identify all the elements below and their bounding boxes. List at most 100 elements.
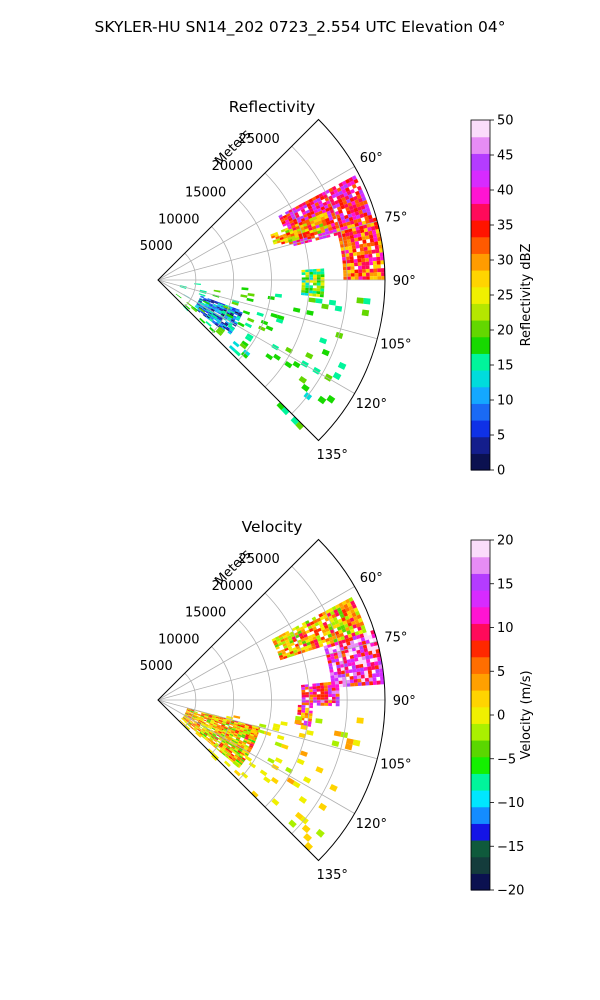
echo-cell-0 [354, 211, 360, 216]
echo-cell-4 [238, 721, 243, 724]
echo-cell-0 [286, 652, 291, 656]
echo-cell-2 [306, 221, 311, 226]
echo-cell-4 [241, 750, 246, 755]
colorbar-segment [471, 253, 490, 271]
echo-cell-1 [338, 237, 343, 242]
echo-cell-1 [349, 676, 354, 680]
echo-cell-1 [361, 265, 366, 270]
echo-cell-4 [220, 733, 225, 737]
echo-cell-1 [331, 662, 337, 667]
echo-cell-0 [341, 600, 347, 606]
colorbar-segment [471, 573, 490, 591]
echo-cell-1 [362, 243, 368, 248]
echo-cell-4 [219, 748, 224, 753]
echo-cell-5 [191, 306, 198, 312]
colorbar-segment [471, 453, 490, 471]
echo-cell-0 [292, 638, 298, 643]
echo-cell-0 [303, 633, 308, 638]
echo-cell-1 [358, 221, 363, 227]
echo-cell-0 [304, 648, 310, 653]
echo-cell-5 [292, 360, 301, 369]
echo-cell-1 [368, 654, 374, 659]
echo-cell-1 [343, 243, 348, 248]
echo-cell-1 [361, 681, 366, 686]
echo-cell-2 [320, 702, 325, 706]
echo-cell-0 [317, 207, 322, 212]
echo-cell-1 [354, 241, 360, 246]
range-tick-label: 10000 [158, 633, 199, 648]
echo-cell-2 [276, 238, 281, 242]
echo-cell-1 [329, 672, 335, 676]
echo-cell-1 [373, 657, 378, 662]
echo-cell-5 [198, 293, 206, 297]
echo-cell-1 [323, 645, 328, 650]
echo-cell-1 [357, 682, 362, 686]
echo-cell-4 [237, 724, 242, 727]
echo-cell-4 [189, 726, 194, 730]
echo-cell-1 [342, 263, 347, 268]
echo-cell-5 [226, 313, 234, 319]
echo-cell-0 [281, 220, 286, 225]
echo-cell-4 [185, 713, 189, 716]
echo-cell-4 [188, 714, 192, 718]
echo-cell-0 [340, 635, 346, 641]
echo-cell-0 [300, 646, 305, 651]
echo-cell-4 [219, 718, 224, 721]
echo-cell-4 [207, 719, 211, 722]
echo-cell-0 [315, 194, 320, 200]
echo-cell-0 [297, 219, 302, 224]
echo-cell-4 [231, 728, 236, 732]
echo-cell-4 [239, 745, 244, 750]
echo-cell-1 [365, 261, 370, 266]
echo-cell-4 [209, 310, 214, 314]
echo-cell-1 [372, 653, 378, 659]
colorbar-tick-label: 0 [497, 709, 505, 724]
echo-cell-1 [344, 669, 350, 674]
echo-cell-0 [326, 640, 331, 646]
echo-cell-3 [305, 269, 310, 273]
echo-cell-4 [206, 729, 210, 733]
echo-cell-4 [201, 303, 205, 306]
echo-cell-0 [332, 635, 337, 640]
echo-cell-4 [189, 720, 194, 723]
echo-cell-5 [265, 325, 274, 332]
echo-cell-1 [335, 644, 340, 649]
echo-cell-3 [316, 285, 321, 289]
echo-cell-4 [200, 295, 205, 298]
echo-cell-5 [244, 755, 253, 762]
echo-cell-5 [276, 402, 285, 411]
echo-cell-0 [331, 193, 337, 199]
echo-cell-0 [322, 632, 328, 637]
echo-cell-0 [345, 187, 350, 193]
echo-cell-5 [318, 802, 327, 812]
sector-frame [157, 118, 386, 442]
echo-cell-4 [232, 725, 237, 729]
echo-cell-5 [276, 314, 285, 321]
echo-cell-3 [309, 277, 314, 280]
echo-cell-4 [207, 733, 212, 737]
colorbar-tick-label: 20 [497, 534, 514, 549]
echo-cell-1 [345, 673, 350, 677]
echo-cell-4 [229, 748, 234, 753]
echo-cell-4 [188, 714, 193, 717]
echo-cell-4 [223, 744, 227, 748]
echo-cell-2 [272, 239, 277, 243]
echo-cell-4 [246, 741, 251, 745]
echo-cell-3 [320, 280, 325, 283]
echo-cell-2 [313, 219, 318, 224]
echo-cell-4 [225, 740, 230, 745]
echo-cell-0 [353, 219, 358, 224]
echo-cell-0 [295, 625, 300, 630]
echo-cell-0 [283, 655, 288, 660]
echo-cell-2 [283, 235, 288, 240]
echo-cell-4 [204, 304, 209, 308]
colorbar-segment [471, 840, 490, 858]
echo-cell-4 [231, 308, 236, 312]
echo-cell-0 [300, 208, 306, 213]
echo-cell-4 [230, 720, 235, 724]
echo-cell-0 [343, 612, 349, 617]
echo-cell-1 [379, 248, 384, 253]
echo-cell-1 [337, 671, 342, 675]
echo-cell-0 [282, 634, 288, 639]
echo-cell-2 [301, 694, 306, 698]
